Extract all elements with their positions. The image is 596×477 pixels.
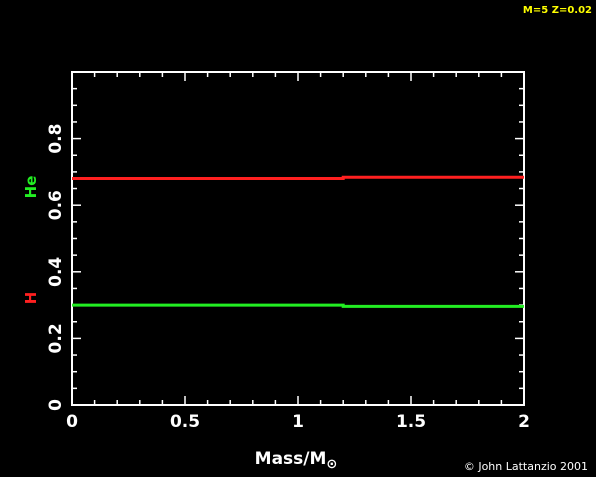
y-tick-label: 0.4 — [46, 257, 66, 287]
axis-ticks — [71, 71, 525, 406]
series-line-h — [72, 175, 524, 181]
x-axis-label-subscript: ⊙ — [326, 457, 337, 472]
y-tick-label: 0.6 — [46, 190, 66, 220]
series-lines — [72, 175, 524, 308]
y-tick-label: 0.8 — [46, 124, 66, 154]
x-axis-label: Mass/M⊙ — [255, 449, 338, 472]
x-tick-label: 0.5 — [170, 412, 200, 432]
series-line-he — [72, 303, 524, 308]
model-label: M=5 Z=0.02 — [523, 5, 592, 16]
x-tick-label: 2 — [518, 412, 530, 432]
y-tick-label: 0 — [46, 399, 66, 411]
x-tick-label: 1 — [292, 412, 304, 432]
y-axis-label-helium: He — [22, 176, 40, 199]
y-axis-label-hydrogen: H — [22, 292, 40, 305]
x-tick-label: 0 — [66, 412, 78, 432]
plot-frame — [71, 71, 525, 406]
credit-text: © John Lattanzio 2001 — [464, 460, 588, 473]
tick-labels: 0 0.5 1 1.5 2 0 0.2 0.4 0.6 0.8 — [46, 124, 530, 432]
x-tick-label: 1.5 — [396, 412, 426, 432]
y-tick-label: 0.2 — [46, 323, 66, 353]
